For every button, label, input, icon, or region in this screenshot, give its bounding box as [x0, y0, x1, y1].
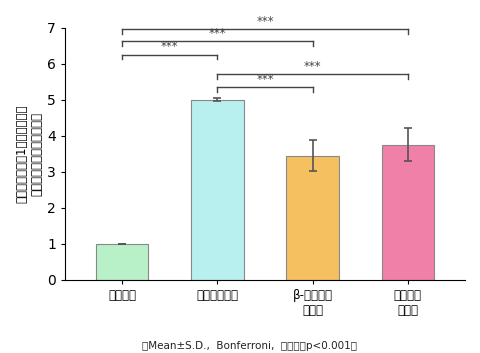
- Bar: [191, 100, 244, 280]
- Bar: [382, 145, 434, 280]
- Text: ***: ***: [209, 27, 226, 40]
- Text: ***: ***: [256, 73, 274, 86]
- Bar: [287, 156, 339, 280]
- Text: ***: ***: [161, 40, 179, 53]
- Text: ***: ***: [256, 15, 274, 28]
- Bar: [96, 244, 148, 280]
- Y-axis label: 非発症群の値を1としたときの
皮膚の炎症細胞数の相対比: 非発症群の値を1としたときの 皮膚の炎症細胞数の相対比: [15, 104, 43, 203]
- Text: ***: ***: [304, 60, 322, 73]
- Text: （Mean±S.D.,  Bonferroni,  ＊＊＊；p<0.001）: （Mean±S.D., Bonferroni, ＊＊＊；p<0.001）: [142, 341, 357, 351]
